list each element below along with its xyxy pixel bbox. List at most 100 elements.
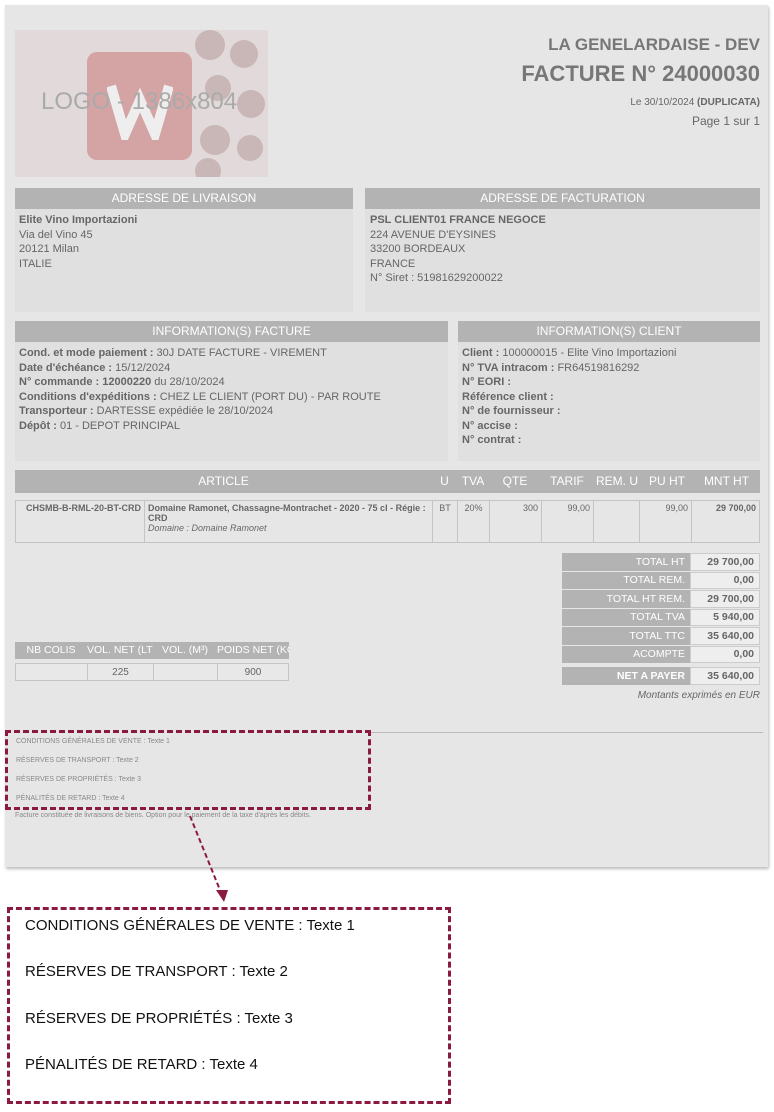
articles-rows-0-tva: 20% [457,500,490,543]
conditions-zoom-callout: CONDITIONS GÉNÉRALES DE VENTE : Texte 1 … [7,907,451,1104]
conditions-2: RÉSERVES DE PROPRIÉTÉS : Texte 3 [16,776,142,783]
invoice-info-rows-1-label: Date d'échéance : [19,361,113,374]
conditions-3: PÉNALITÉS DE RETARD : Texte 4 [25,1056,258,1073]
conditions-3: PÉNALITÉS DE RETARD : Texte 4 [16,795,125,802]
client-info: INFORMATION(S) CLIENT Client : 100000015… [458,321,760,461]
articles-headers-6: PU HT [649,474,685,488]
footer-note: Facture constituée de livraisons de bien… [15,812,311,819]
invoice-info-rows-2-bold-value: 12000220 [99,376,152,388]
colis-header: NB COLIS VOL. NET (LT) VOL. (M³) POIDS N… [15,642,289,659]
client-info-rows-2-label: N° EORI : [462,376,512,388]
billing-line: 224 AVENUE D'EYSINES [370,228,497,241]
invoice-info-rows-4-label: Transporteur : [19,405,94,417]
totals-1-label: TOTAL REM. [562,571,690,589]
billing-address: ADRESSE DE FACTURATION PSL CLIENT01 FRAN… [365,188,760,312]
colis-headers-2: VOL. (M³) [161,644,209,656]
totals-0-value: 29 700,00 [690,553,760,571]
invoice-title: FACTURE N° 24000030 [521,61,760,86]
articles-header: ARTICLE U TVA QTE TARIF REM. U PU HT MNT… [15,470,760,493]
articles-headers-5: REM. U [596,474,638,488]
invoice-info-rows-3-label: Conditions d'expéditions : [19,390,157,403]
delivery-title: ADRESSE DE LIVRAISON [15,188,353,209]
articles-rows-0-code: CHSMB-B-RML-20-BT-CRD [15,500,145,543]
invoice-info-rows-0-label: Cond. et mode paiement : [19,347,154,359]
colis-table: 225 900 [15,663,289,681]
billing-line: 33200 BORDEAUX [370,243,466,255]
colis-values-2 [153,663,218,681]
invoice-info-title: INFORMATION(S) FACTURE [15,321,448,342]
articles-headers-2: TVA [461,474,485,488]
logo-text: LOGO - 1386x804 [41,88,238,115]
delivery-line: 20121 Milan [19,243,79,255]
invoice-info-rows-2-value: du 28/10/2024 [151,376,225,388]
net-value: 35 640,00 [690,667,760,685]
net-to-pay: NET A PAYER 35 640,00 [562,667,760,685]
conditions-0: CONDITIONS GÉNÉRALES DE VENTE : Texte 1 [16,738,170,745]
page-number: Page 1 sur 1 [691,114,760,128]
articles-headers-3: QTE [502,474,528,488]
delivery-address: ADRESSE DE LIVRAISON Elite Vino Importaz… [15,188,353,312]
totals-2-value: 29 700,00 [690,590,760,608]
colis-values-3: 900 [217,663,289,681]
logo-w-shape [107,84,173,140]
articles-rows-0-rem [593,500,640,543]
articles-rows-0-mnt: 29 700,00 [691,500,760,543]
conditions-2: RÉSERVES DE PROPRIÉTÉS : Texte 3 [25,1010,293,1027]
articles-rows-0-qte: 300 [489,500,542,543]
invoice-info-rows-5-label: Dépôt : [19,419,57,432]
invoice-info-rows-4-value: DARTESSE expédiée le 28/10/2024 [93,405,274,417]
colis-headers-1: VOL. NET (LT) [87,644,153,656]
totals-2-label: TOTAL HT REM. [562,590,690,608]
articles-table: CHSMB-B-RML-20-BT-CRD Domaine Ramonet, C… [15,500,760,543]
invoice-info: INFORMATION(S) FACTURE Cond. et mode pai… [15,321,448,461]
delivery-line: Via del Vino 45 [19,228,93,241]
articles-headers-0: ARTICLE [198,474,249,488]
billing-line: N° Siret : 51981629200022 [370,272,503,284]
totals-3-label: TOTAL TVA [562,608,690,626]
conditions-1: RÉSERVES DE TRANSPORT : Texte 2 [16,757,139,764]
articles-rows-0-pu: 99,00 [639,500,692,543]
totals-1-value: 0,00 [690,571,760,589]
articles-rows-0-sub: Domaine : Domaine Ramonet [148,523,267,533]
duplicata-label: (DUPLICATA) [697,97,760,108]
totals-table: TOTAL HT 29 700,00 TOTAL REM. 0,00 TOTAL H… [562,552,760,664]
billing-line: FRANCE [370,257,416,270]
logo-placeholder: LOGO - 1386x804 [15,30,268,177]
net-label: NET A PAYER [562,667,690,685]
colis-headers-0: NB COLIS [26,644,76,656]
client-info-rows-1-label: N° TVA intracom : [462,361,555,374]
totals-5-value: 0,00 [690,645,760,663]
totals-3-value: 5 940,00 [690,608,760,626]
colis-headers-3: POIDS NET (KG) [217,644,289,656]
invoice-info-rows-1-value: 15/12/2024 [112,361,171,374]
totals-0-label: TOTAL HT [562,553,690,571]
articles-headers-4: TARIF [550,474,584,488]
table-row: CHSMB-B-RML-20-BT-CRD Domaine Ramonet, C… [15,500,760,543]
client-info-rows-0-value: 100000015 - Elite Vino Importazioni [499,347,677,359]
invoice-info-rows-0-value: 30J DATE FACTURE - VIREMENT [153,347,327,359]
invoice-info-rows-3-value: CHEZ LE CLIENT (PORT DU) - PAR ROUTE [156,390,381,403]
articles-headers-7: MNT HT [703,474,750,488]
invoice-date: Le 30/10/2024 [630,97,695,108]
invoice-info-rows-2-label: N° commande : [19,376,100,388]
delivery-name: Elite Vino Importazioni [19,214,138,226]
conditions-highlight: CONDITIONS GÉNÉRALES DE VENTE : Texte 1 … [5,730,371,810]
conditions-1: RÉSERVES DE TRANSPORT : Texte 2 [25,963,288,980]
colis-values-0 [15,663,88,681]
totals-4-value: 35 640,00 [690,627,760,645]
company-name: LA GENELARDAISE - DEV [548,35,760,54]
delivery-line: ITALIE [19,257,52,270]
totals-4-label: TOTAL TTC [562,627,690,645]
client-info-rows-0-label: Client : [462,347,500,359]
client-info-title: INFORMATION(S) CLIENT [458,321,760,342]
articles-headers-1: U [440,474,449,488]
client-info-rows-6-label: N° contrat : [462,434,522,446]
conditions-0: CONDITIONS GÉNÉRALES DE VENTE : Texte 1 [25,917,355,934]
client-info-rows-1-value: FR64519816292 [554,361,640,374]
articles-rows-0-designation: Domaine Ramonet, Chassagne-Montrachet - … [148,503,426,523]
totals-5-label: ACOMPTE [562,645,690,663]
client-info-rows-4-label: N° de fournisseur : [462,405,561,417]
client-info-rows-5-label: N° accise : [462,419,518,432]
client-info-rows-3-label: Référence client : [462,390,554,403]
